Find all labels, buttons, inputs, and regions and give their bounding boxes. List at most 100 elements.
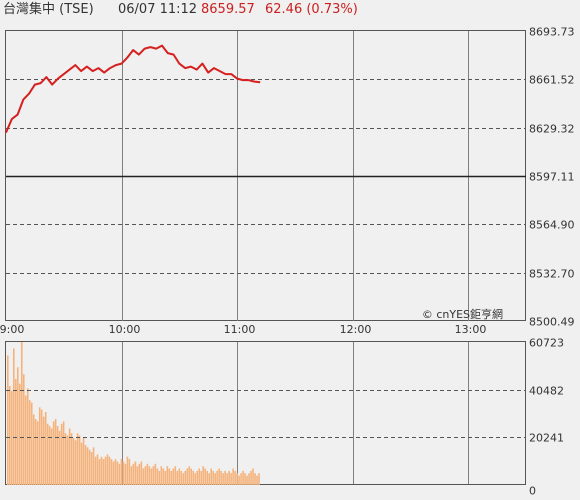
price-tick-label: 8564.90	[529, 219, 575, 232]
volume-bar	[188, 466, 191, 485]
volume-bar	[204, 468, 206, 485]
volume-bar	[58, 430, 61, 485]
volume-bar	[10, 390, 13, 485]
volume-bar	[156, 468, 159, 485]
volume-bar	[96, 454, 99, 485]
volume-bar	[210, 468, 212, 485]
volume-bar	[110, 459, 113, 485]
volume-bar	[224, 470, 226, 485]
volume-bar	[114, 459, 117, 485]
volume-bar	[54, 419, 57, 485]
quote-header: 台灣集中 (TSE) 06/07 11:12 8659.57 62.46 (0.…	[0, 0, 580, 24]
volume-bar	[226, 473, 228, 485]
volume-tick-label: 40482	[529, 385, 564, 398]
volume-tick-label: 20241	[529, 432, 564, 445]
price-panel-frame	[5, 30, 526, 321]
volume-bar	[144, 466, 147, 485]
volume-bar	[246, 475, 248, 485]
volume-bar	[162, 468, 165, 485]
volume-bar	[254, 473, 256, 485]
volume-bar	[170, 470, 173, 485]
price-tick-label: 8532.70	[529, 268, 575, 281]
volume-bar	[140, 461, 143, 485]
volume-bar	[68, 428, 71, 485]
volume-grid	[6, 390, 526, 438]
volume-bar	[136, 466, 139, 485]
volume-bar	[56, 426, 59, 485]
volume-bar	[168, 468, 171, 485]
volume-bar	[64, 433, 67, 485]
volume-bar	[62, 421, 65, 485]
volume-bar	[8, 386, 11, 485]
volume-bar	[208, 473, 210, 485]
price-tick-label: 8693.73	[529, 26, 575, 39]
volume-bar	[148, 466, 151, 485]
volume-bar	[14, 379, 17, 485]
volume-bar	[84, 445, 87, 485]
price-tick-label: 8629.32	[529, 123, 575, 136]
volume-bar	[164, 470, 167, 485]
volume-bar	[220, 470, 222, 485]
volume-bar	[158, 470, 161, 485]
volume-bar	[86, 447, 89, 485]
volume-tick-label: 60723	[529, 337, 564, 350]
volume-bar	[32, 414, 35, 485]
volume-bar	[60, 423, 63, 485]
watermark: © cnYES鉅亨網	[422, 307, 503, 321]
volume-bar	[66, 435, 69, 485]
volume-bar	[230, 473, 232, 485]
volume-bar	[118, 463, 121, 485]
volume-bar	[174, 466, 177, 485]
volume-bar	[104, 456, 107, 485]
volume-bar	[88, 449, 91, 485]
volume-panel: 60723 40482 20241 0	[5, 337, 564, 498]
volume-bar	[184, 470, 187, 485]
time-tick-label: 13:00	[455, 323, 487, 336]
volume-bar	[258, 473, 260, 485]
volume-tick-label: 0	[529, 485, 536, 498]
volume-bar	[236, 473, 238, 485]
volume-bar	[50, 428, 53, 485]
volume-bar	[186, 468, 189, 485]
volume-bar	[20, 342, 23, 485]
volume-bar	[172, 468, 175, 485]
volume-bar	[70, 433, 73, 485]
volume-bar	[256, 475, 258, 485]
volume-bar	[248, 473, 250, 485]
volume-bar	[112, 461, 115, 485]
volume-bar	[252, 468, 254, 485]
volume-bar	[206, 470, 208, 485]
volume-bar	[142, 468, 145, 485]
volume-bar	[190, 468, 193, 485]
volume-bar	[12, 348, 15, 485]
time-axis: 09:00 10:00 11:00 12:00 13:00	[0, 323, 486, 336]
volume-bar	[122, 461, 125, 485]
volume-bar	[82, 437, 85, 485]
time-tick-label: 11:00	[224, 323, 256, 336]
volume-bar	[214, 473, 216, 485]
volume-bar	[232, 468, 234, 485]
volume-bar	[180, 470, 183, 485]
price-grid	[6, 31, 526, 485]
volume-bar	[160, 466, 163, 485]
volume-bar	[240, 473, 242, 485]
volume-bar	[94, 456, 97, 485]
volume-bar	[7, 355, 9, 485]
volume-bar	[150, 468, 153, 485]
volume-bar	[138, 463, 141, 485]
volume-bar	[196, 470, 199, 485]
volume-bar	[192, 470, 195, 485]
volume-bar	[128, 459, 131, 485]
volume-bar	[98, 459, 101, 485]
volume-bar	[134, 461, 137, 485]
volume-bar	[194, 473, 197, 485]
volume-bar	[234, 470, 236, 485]
volume-bar	[132, 463, 135, 485]
volume-bars	[7, 342, 260, 485]
volume-bar	[238, 475, 240, 485]
volume-bar	[24, 395, 27, 485]
volume-bar	[16, 367, 19, 485]
volume-bar	[52, 421, 55, 485]
volume-panel-frame	[5, 341, 526, 485]
volume-bar	[130, 466, 133, 485]
